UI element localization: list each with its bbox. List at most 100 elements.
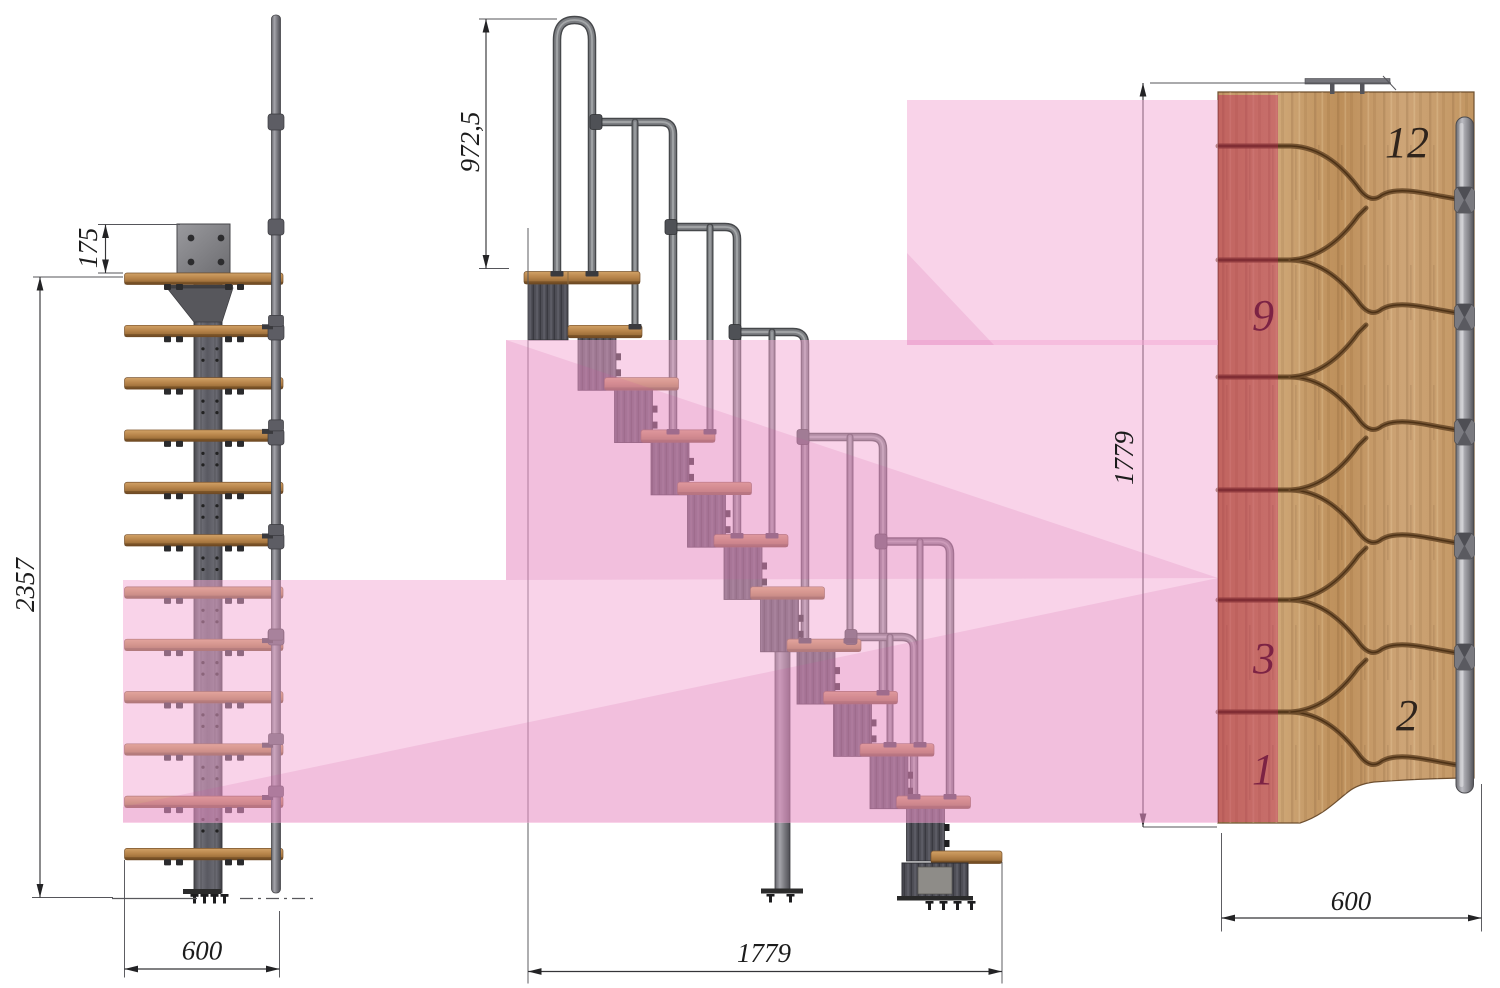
anchor-bolt (942, 901, 945, 910)
anchor-bolt-head (967, 901, 976, 904)
projection-zone-middle (506, 340, 1218, 580)
bolt-dot (201, 358, 205, 362)
tread-edge (568, 335, 642, 338)
tread-bolt (237, 336, 244, 343)
anchor-bolt-head (210, 894, 219, 897)
anchor-bolt (223, 894, 226, 904)
step-number-9: 9 (1252, 291, 1274, 340)
connector-dart (1457, 316, 1472, 330)
anchor-bolt (956, 901, 959, 910)
dim-plan-run: 1779 (1109, 431, 1139, 486)
dimension-arrow (482, 19, 490, 33)
tread (124, 848, 284, 861)
step-number-12: 12 (1385, 118, 1429, 167)
anchor-bolt (970, 901, 973, 910)
bolt-dot (215, 515, 219, 519)
tread-groove-inner (1217, 599, 1458, 654)
tread-groove-branch-inner (1290, 207, 1367, 261)
post-foot-edge (262, 324, 273, 330)
tread-bolt (164, 440, 171, 447)
plate-hole (217, 258, 225, 266)
plate-hole (217, 234, 225, 242)
rod-connectors (1454, 186, 1475, 671)
connector-dart (1457, 644, 1472, 658)
dimension-arrow (124, 965, 138, 973)
tread-groove-branch-inner (1290, 659, 1367, 713)
floor-base-plate (897, 896, 973, 901)
plan-wall-bracket (1304, 78, 1391, 85)
column-gusset (166, 287, 234, 323)
post-foot (585, 271, 599, 277)
bolt-dot (201, 567, 205, 572)
tread-bolt (176, 336, 183, 343)
tread-groove-inner (1217, 376, 1458, 431)
bolt-dot (215, 556, 219, 560)
connector-dart (1457, 199, 1472, 213)
bracket-tab (1330, 84, 1335, 94)
tread-edge (124, 438, 283, 442)
bolt-dot (201, 451, 205, 455)
rod-highlight (1459, 123, 1464, 787)
dimension-arrow (1468, 914, 1482, 922)
dim-plan-width: 600 (1331, 886, 1372, 916)
tread-bolt (225, 493, 232, 500)
tread-groove-inner (1217, 489, 1458, 544)
connector-dart (1457, 419, 1472, 433)
bolt-dot (201, 463, 205, 467)
tread-bolt (237, 440, 244, 447)
bolt-dot (201, 829, 205, 833)
dimension-arrow (528, 968, 542, 975)
tread-bolt (237, 284, 244, 290)
step-number-2: 2 (1396, 691, 1418, 740)
connector-dart (1457, 187, 1472, 201)
tread-edge (124, 857, 283, 860)
projection-ray-shade (506, 340, 1218, 580)
tread-bolt (237, 545, 244, 552)
plate-hole (187, 258, 195, 266)
plate-hole (187, 234, 195, 242)
tread-bolt (225, 284, 232, 290)
tread-bolt (237, 493, 244, 500)
tread-bolt (225, 388, 232, 395)
dimension-arrow (1139, 83, 1147, 97)
tread-bolt (164, 284, 171, 290)
tread-edge (931, 860, 1002, 864)
bolt-dot (215, 347, 219, 351)
extension-line (1382, 75, 1397, 91)
dim-front-width: 600 (182, 936, 223, 966)
step-number-3: 3 (1252, 634, 1275, 683)
tread-bolt (176, 859, 183, 866)
module-lug (944, 824, 950, 831)
bolt-dot (215, 411, 219, 415)
dim-side-run: 1779 (737, 938, 792, 968)
projection-ray-shade (907, 253, 994, 345)
anchor-bolt-head (220, 894, 229, 897)
dimension-arrow (36, 277, 44, 291)
dimension-arrow (102, 224, 109, 238)
bolt-dot (215, 399, 219, 403)
plan-tread-grooves (1215, 143, 1460, 768)
bolt-dot (201, 504, 205, 508)
post-foot-edge (262, 428, 273, 434)
tread-edge (124, 281, 283, 285)
post-foot (628, 324, 642, 330)
tread-bolt (237, 388, 244, 395)
anchor-bolt-head (939, 901, 948, 904)
pole-flange (761, 888, 803, 894)
tread-groove-branch-inner (1290, 324, 1367, 378)
connector-dart (1457, 304, 1472, 318)
bolt-dot (215, 567, 219, 572)
tread (567, 324, 643, 339)
anchor-bolt-head (925, 901, 934, 904)
tread-bolt (164, 545, 171, 552)
tread-groove-branch-inner (1290, 437, 1367, 491)
rail-clamp-edge (267, 113, 285, 131)
projection-zone-upper (907, 100, 1218, 345)
wall-bracket-module (527, 283, 569, 341)
handrail-tube (554, 17, 595, 275)
anchor-bolt (789, 894, 792, 903)
tread-bolt (164, 859, 171, 866)
module-lug (944, 840, 950, 847)
bolt-dot (215, 829, 219, 833)
dimension-arrow (36, 884, 44, 898)
